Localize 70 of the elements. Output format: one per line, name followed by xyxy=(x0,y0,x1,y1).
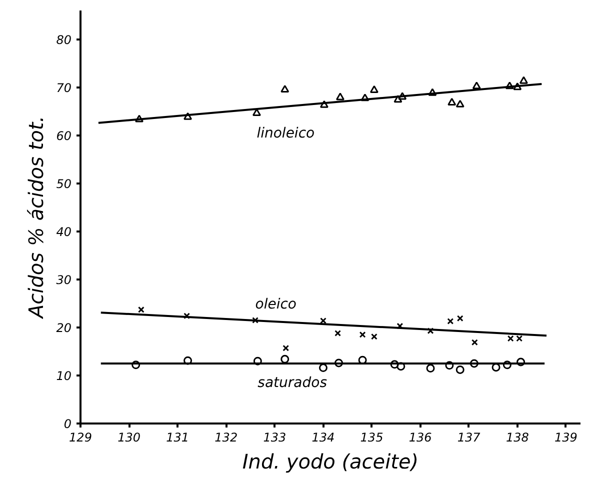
point xyxy=(447,318,454,324)
x-tick-label: 131 xyxy=(166,430,190,444)
point xyxy=(471,339,478,346)
point xyxy=(396,362,406,371)
y-tick-label: 80 xyxy=(56,32,72,47)
point xyxy=(502,360,512,370)
point xyxy=(360,94,370,102)
y-tick-label: 50 xyxy=(56,176,72,191)
point xyxy=(318,364,328,372)
point xyxy=(280,354,290,364)
point xyxy=(282,344,290,352)
point xyxy=(398,92,407,100)
y-tick-label: 20 xyxy=(56,320,72,335)
point xyxy=(519,76,528,84)
point xyxy=(394,95,402,103)
series-label: linoleico xyxy=(256,125,315,142)
x-tick-label: 132 xyxy=(214,430,238,444)
point xyxy=(396,322,404,330)
y-tick-label: 60 xyxy=(56,128,72,143)
point xyxy=(252,317,258,324)
point xyxy=(320,318,326,324)
y-tick-label: 40 xyxy=(56,224,72,239)
point xyxy=(134,114,144,122)
y-tick-label: 70 xyxy=(56,80,72,95)
point xyxy=(184,312,190,320)
point xyxy=(280,84,290,93)
x-tick-label: 136 xyxy=(408,430,432,444)
point xyxy=(320,100,328,108)
point xyxy=(132,360,140,370)
point xyxy=(390,360,399,369)
x-tick-label: 134 xyxy=(312,430,335,444)
point xyxy=(445,361,454,370)
y-axis-title: Acidos % ácidos tot. xyxy=(24,116,48,320)
point xyxy=(513,82,522,90)
x-tick-label: 137 xyxy=(457,430,481,444)
y-tick-label: 10 xyxy=(56,368,72,383)
series-label: saturados xyxy=(258,375,328,392)
point xyxy=(470,359,478,368)
series-label: oleico xyxy=(255,296,296,312)
x-tick-label: 138 xyxy=(506,430,530,444)
x-tick-label: 139 xyxy=(554,430,578,444)
point xyxy=(456,100,464,108)
x-tick-label: 135 xyxy=(360,430,384,444)
point xyxy=(334,330,342,336)
point xyxy=(516,358,526,366)
point xyxy=(456,315,464,322)
point xyxy=(426,364,435,373)
point xyxy=(448,98,456,106)
point xyxy=(427,328,434,334)
point xyxy=(184,112,192,120)
point xyxy=(253,356,262,366)
point xyxy=(184,356,192,365)
y-tick-label: 30 xyxy=(56,272,72,287)
point xyxy=(456,365,464,374)
point xyxy=(334,358,343,368)
x-tick-label: 129 xyxy=(69,430,92,444)
x-axis-title: Ind. yodo (aceite) xyxy=(242,450,419,474)
x-tick-label: 133 xyxy=(263,430,286,444)
point xyxy=(507,335,514,342)
point xyxy=(516,335,523,342)
point xyxy=(428,88,437,96)
point xyxy=(336,92,344,100)
point xyxy=(359,331,366,338)
point xyxy=(505,82,514,90)
point xyxy=(138,306,144,313)
point xyxy=(472,82,481,90)
point xyxy=(370,333,378,340)
point xyxy=(370,85,378,93)
x-tick-label: 130 xyxy=(118,430,141,444)
y-tick-label: 0 xyxy=(64,417,72,431)
